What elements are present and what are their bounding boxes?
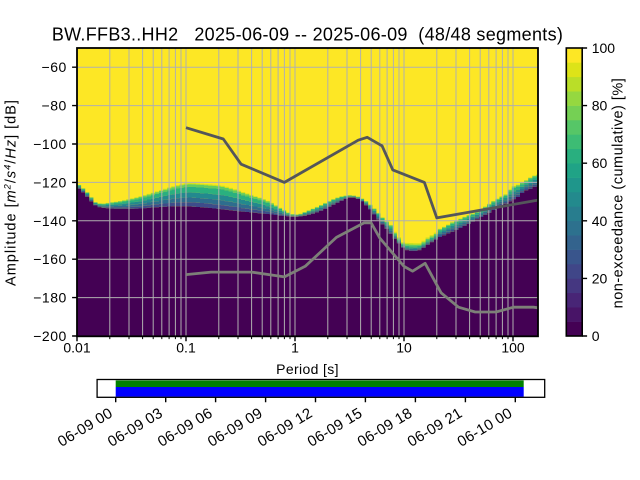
svg-text:100: 100 (501, 340, 525, 356)
svg-text:non-exceedance (cumulative) [%: non-exceedance (cumulative) [%] (611, 78, 627, 309)
svg-text:40: 40 (592, 213, 608, 229)
svg-text:0.01: 0.01 (63, 340, 90, 356)
svg-text:−120: −120 (33, 174, 67, 190)
svg-text:−60: −60 (42, 59, 67, 75)
svg-text:−100: −100 (33, 136, 67, 152)
svg-text:100: 100 (592, 40, 616, 56)
svg-text:80: 80 (592, 98, 608, 114)
svg-text:−200: −200 (33, 328, 67, 344)
svg-text:0.1: 0.1 (176, 340, 196, 356)
svg-text:−140: −140 (33, 213, 67, 229)
svg-text:−180: −180 (33, 290, 67, 306)
svg-text:20: 20 (592, 270, 608, 286)
svg-text:−160: −160 (33, 251, 67, 267)
svg-text:BW.FFB3..HH2 2025-06-09 -- 2: BW.FFB3..HH2 2025-06-09 -- 2025-06-09 (4… (52, 25, 563, 45)
svg-text:1: 1 (291, 340, 299, 356)
svg-text:10: 10 (396, 340, 412, 356)
svg-text:−80: −80 (42, 98, 67, 114)
svg-text:Period [s]: Period [s] (276, 361, 339, 377)
svg-text:Amplitude [m2/s4/Hz] [dB]: Amplitude [m2/s4/Hz] [dB] (3, 99, 20, 286)
svg-text:60: 60 (592, 155, 608, 171)
svg-text:0: 0 (592, 328, 600, 344)
